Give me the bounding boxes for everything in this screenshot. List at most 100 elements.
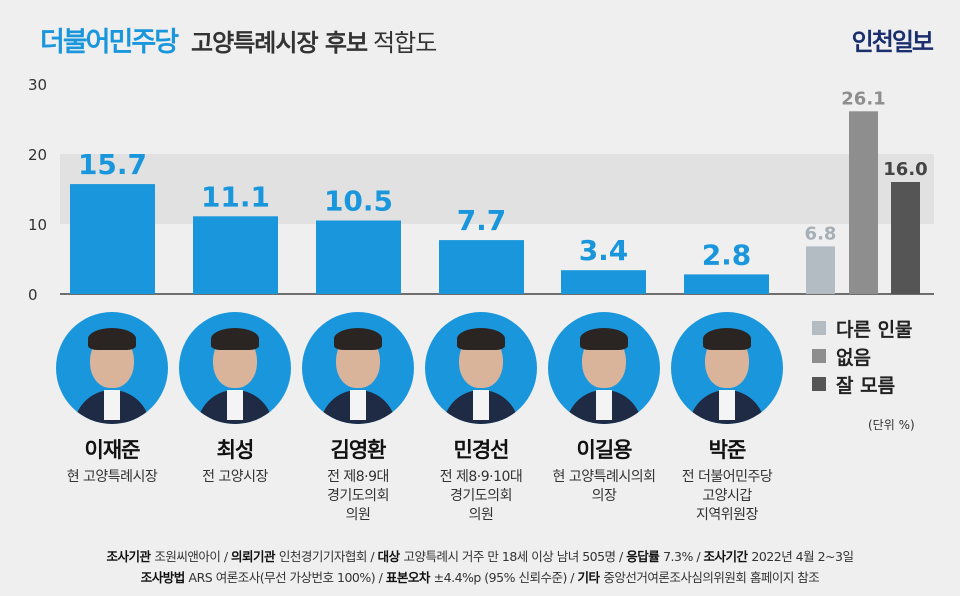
candidate-photo [179,312,291,424]
legend-label-none: 없음 [836,346,871,369]
bar-value-label-6: 6.8 [805,223,837,244]
footer-label: 대상 [377,549,404,564]
candidate-name: 김영환 [330,438,387,462]
footer-value: 중앙선거여론조사심의위원회 홈페이지 참조 [603,570,820,585]
candidate-name: 이길용 [576,438,633,462]
bar-value-label-2: 10.5 [324,185,393,218]
y-tick-label: 30 [28,76,47,94]
bar-3 [439,240,524,294]
bar-8 [891,182,920,294]
y-tick-label: 20 [28,146,47,164]
photo-shirt [473,390,489,420]
candidate-name: 이재준 [84,438,141,462]
chart-subtitle: 적합도 [373,29,437,57]
y-tick-label: 0 [28,286,38,304]
bar-1 [193,216,278,294]
y-tick-label: 10 [28,216,47,234]
candidate-name: 박준 [708,438,747,462]
legend: 다른 인물 없음 잘 모름 [812,314,913,398]
chart-header: 더불어민주당 고양특례시장 후보 적합도 [40,20,437,60]
footer-label: 조사기간 [703,549,752,564]
photo-shirt [350,390,366,420]
photo-hair [580,328,628,350]
photo-hair [703,328,751,350]
candidate-role: 현 고양특례시장 [66,469,158,485]
bar-value-label-4: 3.4 [579,234,629,267]
party-name: 더불어민주당 [40,27,179,58]
candidate-role: 전 고양시장 [202,469,268,485]
bar-value-label-5: 2.8 [702,238,752,271]
footer-line-2: 조사방법 ARS 여론조사(무선 가상번호 100%) / 표본오차 ±4.4%… [0,567,960,586]
candidate-photo [425,312,537,424]
candidate-photo [671,312,783,424]
candidate-role: 전 더불어민주당 고양시갑 지역위원장 [681,469,773,523]
footer-separator: / [692,549,704,564]
candidate-role: 현 고양특례시의회 의장 [552,469,657,504]
bar-value-label-7: 26.1 [841,88,885,109]
legend-swatch-dont-know [812,377,826,391]
unit-label: (단위 %) [868,418,915,432]
footer-value: 2022년 4월 2~3일 [751,549,854,564]
footer-separator: / [375,570,386,585]
legend-item-none: 없음 [812,342,913,370]
footer-line-1: 조사기관 조원씨앤아이 / 의뢰기관 인천경기기자협회 / 대상 고양특례시 거… [0,546,960,565]
bar-chart: 30 20 10 0 15.7 11.1 10.5 7.7 3.4 2.8 6.8 26.1 16.0 [28,76,934,304]
candidate-name: 민경선 [453,438,510,462]
footer-label: 조사방법 [140,570,189,585]
chart-title: 고양특례시장 후보 [191,29,368,57]
bar-value-label-1: 11.1 [201,180,270,213]
footer-separator: / [366,549,378,564]
footer-value: 조원씨앤아이 [154,549,221,564]
bar-6 [806,246,835,294]
bar-value-label-0: 15.7 [78,148,147,181]
photo-hair [334,328,382,350]
footer-label: 표본오차 [385,570,434,585]
bar-5 [684,274,769,294]
candidate-role: 전 제8·9·10대 경기도의회 의원 [439,469,523,523]
footer-value: 인천경기기자협회 [278,549,368,564]
bar-0 [70,184,155,294]
footer-value: ±4.4%p (95% 신뢰수준) [433,570,568,585]
photo-hair [88,328,136,350]
footer-separator: / [220,549,232,564]
legend-swatch-none [812,349,826,363]
brand-logo: 인천일보 [851,28,934,56]
photo-hair [457,328,505,350]
footer-value: ARS 여론조사(무선 가상번호 100%) [188,570,376,585]
legend-label-other: 다른 인물 [836,318,913,341]
candidate-photo [548,312,660,424]
photo-shirt [596,390,612,420]
photo-shirt [227,390,243,420]
footer-separator: / [566,570,578,585]
band-10-20 [60,154,934,224]
legend-label-dont-know: 잘 모름 [836,374,896,397]
footer-label: 조사기관 [106,549,155,564]
legend-item-other: 다른 인물 [812,314,913,342]
candidate-photo [302,312,414,424]
footer-value: 7.3% [663,549,693,564]
candidate-role: 전 제8·9대 경기도의회 의원 [327,469,389,523]
bar-7 [849,111,878,294]
bar-value-label-8: 16.0 [883,159,927,180]
footer-label: 의뢰기관 [231,549,279,564]
footer-separator: / [615,549,627,564]
footer-label: 기타 [577,570,604,585]
photo-shirt [719,390,735,420]
candidate-photo [56,312,168,424]
bar-4 [561,270,646,294]
bar-value-label-3: 7.7 [457,204,507,237]
candidate-name: 최성 [216,438,255,462]
footer-label: 응답률 [626,549,664,564]
photo-shirt [104,390,120,420]
bar-2 [316,220,401,294]
legend-item-dont-know: 잘 모름 [812,370,913,398]
photo-hair [211,328,259,350]
footer-value: 고양특례시 거주 만 18세 이상 남녀 505명 [403,549,616,564]
legend-swatch-other [812,321,826,335]
